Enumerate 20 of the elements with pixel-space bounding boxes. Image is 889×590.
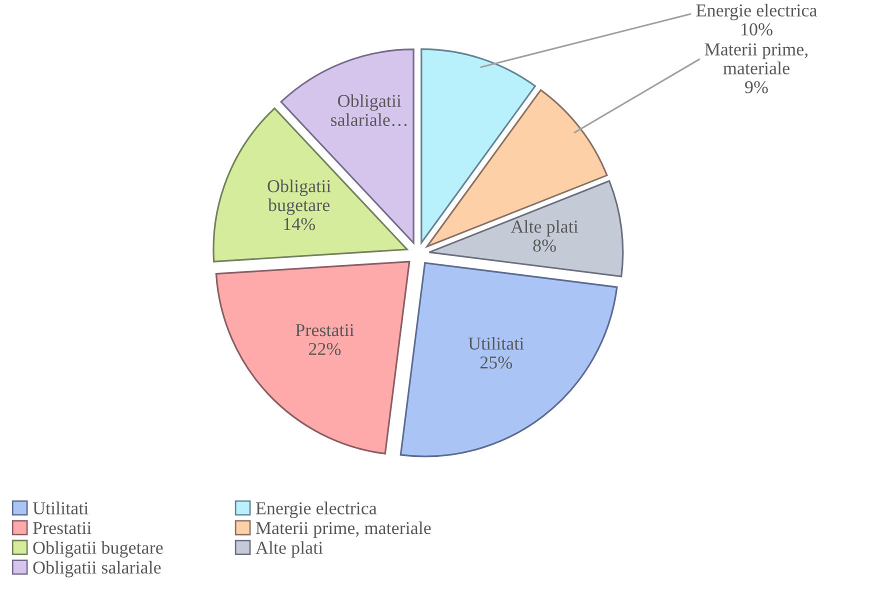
slice-label: Materii prime, materiale [704,43,808,74]
data-label: 10% [742,23,772,36]
slice-label: Alte plati [510,220,578,236]
data-label: 14% [284,218,316,230]
legend-label: Materii prime, materiale [256,521,431,538]
legend-label: Obligatii salariale [33,560,161,578]
data-label: 8% [533,239,556,252]
slice-label: Energie electrica [696,4,817,20]
data-label: 25% [480,356,512,369]
slice-label: Obligatii bugetare [268,180,331,215]
data-label: 9% [745,81,768,94]
legend-label: Energie electrica [256,502,377,518]
legend-label: Alte plati [256,541,323,558]
data-label: 22% [308,342,341,356]
slice-label: Utilitati [468,336,524,350]
legend-label: Utilitati [32,502,88,514]
legend-label: Prestatii [33,522,92,534]
legend-label: Obligatii bugetare [33,541,163,558]
text: Obligatii salariale… [331,94,407,126]
slice-label: Prestatii [296,324,354,336]
